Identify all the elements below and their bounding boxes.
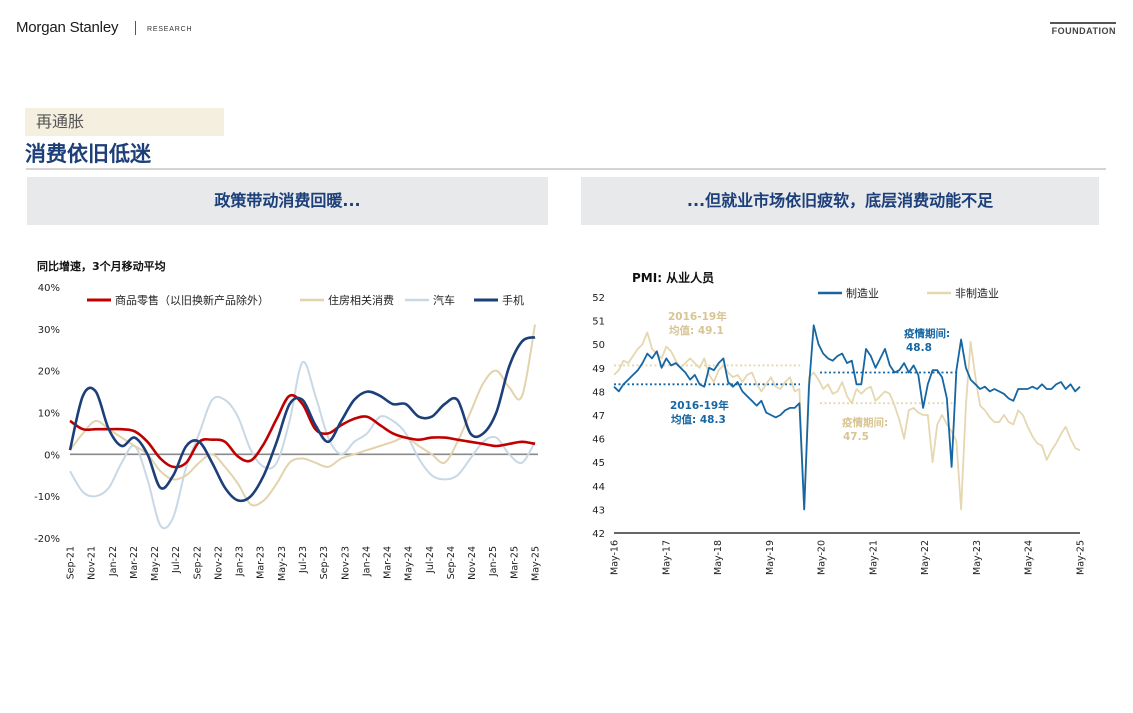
annotation-label: 疫情期间: bbox=[842, 416, 888, 429]
x-tick-label: Jan-22 bbox=[108, 546, 119, 577]
y-tick-label: 49 bbox=[592, 364, 605, 375]
y-tick-label: 50 bbox=[592, 340, 605, 351]
legend-label: 制造业 bbox=[846, 286, 879, 300]
annotation-value: 47.5 bbox=[843, 431, 869, 443]
series-line-3 bbox=[69, 361, 536, 530]
y-tick-label: 10% bbox=[38, 409, 60, 420]
legend-label: 手机 bbox=[502, 293, 524, 307]
y-tick-label: 44 bbox=[592, 482, 605, 493]
x-tick-label: May-24 bbox=[1024, 540, 1035, 575]
annotation-label: 2016-19年 bbox=[670, 399, 729, 412]
x-tick-label: May-17 bbox=[661, 540, 672, 575]
series-line-1 bbox=[613, 324, 1081, 511]
x-tick-label: Nov-21 bbox=[87, 546, 98, 580]
y-tick-label: 51 bbox=[592, 317, 605, 328]
legend-label: 非制造业 bbox=[955, 286, 999, 300]
chart-title: 同比增速，3个月移动平均 bbox=[37, 259, 166, 273]
legend-label: 商品零售（以旧换新产品除外） bbox=[115, 293, 269, 307]
x-tick-label: May-20 bbox=[817, 540, 828, 575]
y-tick-label: 45 bbox=[592, 458, 605, 469]
y-tick-label: 46 bbox=[592, 435, 605, 446]
brand-divider bbox=[135, 21, 136, 35]
y-tick-label: 0% bbox=[44, 450, 60, 461]
y-tick-label: 20% bbox=[38, 367, 60, 378]
y-tick-label: -10% bbox=[34, 492, 60, 503]
x-tick-label: May-16 bbox=[610, 540, 621, 575]
x-tick-label: May-25 bbox=[531, 546, 542, 581]
research-label: RESEARCH bbox=[147, 26, 193, 33]
page-title: 消费依旧低迷 bbox=[25, 142, 151, 166]
title-divider bbox=[26, 168, 1106, 170]
x-tick-label: May-18 bbox=[713, 540, 724, 575]
y-tick-label: 48 bbox=[592, 387, 605, 398]
x-tick-label: Nov-24 bbox=[467, 546, 478, 580]
y-tick-label: 52 bbox=[592, 293, 605, 304]
x-tick-label: May-25 bbox=[1076, 540, 1087, 575]
x-tick-label: Jan-23 bbox=[235, 546, 246, 577]
x-tick-label: May-19 bbox=[765, 540, 776, 575]
right-panel-banner: ...但就业市场依旧疲软，底层消费动能不足 bbox=[581, 177, 1099, 225]
y-tick-label: 40% bbox=[38, 283, 60, 294]
series-line-1 bbox=[69, 393, 536, 469]
x-tick-label: May-21 bbox=[868, 540, 879, 575]
annotation-label: 2016-19年 bbox=[668, 310, 727, 323]
annotation-value: 均值: 48.3 bbox=[671, 413, 726, 426]
foundation-label: FOUNDATION bbox=[1050, 22, 1116, 36]
x-tick-label: Mar-25 bbox=[509, 546, 520, 579]
annotation-value: 均值: 49.1 bbox=[669, 324, 724, 337]
annotation-label: 疫情期间: bbox=[904, 327, 950, 340]
x-tick-label: May-23 bbox=[972, 540, 983, 575]
y-tick-label: -20% bbox=[34, 534, 60, 545]
x-tick-label: Sep-23 bbox=[319, 546, 330, 579]
x-tick-label: Sep-21 bbox=[66, 546, 77, 579]
x-tick-label: Sep-22 bbox=[192, 546, 203, 579]
brand-logo: Morgan Stanley bbox=[16, 19, 119, 36]
series-line-2 bbox=[613, 331, 1081, 511]
x-tick-label: Jul-23 bbox=[298, 546, 309, 574]
x-tick-label: May-24 bbox=[404, 546, 415, 581]
annotation-value: 48.8 bbox=[906, 342, 932, 354]
chart-title: PMI: 从业人员 bbox=[632, 270, 714, 285]
x-tick-label: Jul-22 bbox=[171, 546, 182, 574]
x-tick-label: May-22 bbox=[920, 540, 931, 575]
left-panel-banner: 政策带动消费回暖... bbox=[27, 177, 548, 225]
x-tick-label: Jan-24 bbox=[361, 546, 372, 577]
x-tick-label: Jul-24 bbox=[425, 546, 436, 574]
x-tick-label: May-22 bbox=[150, 546, 161, 581]
series-line-4 bbox=[68, 335, 536, 503]
x-tick-label: Mar-24 bbox=[383, 546, 394, 579]
legend-label: 汽车 bbox=[433, 293, 455, 307]
x-tick-label: May-23 bbox=[277, 546, 288, 581]
x-tick-label: Mar-22 bbox=[129, 546, 140, 579]
x-tick-label: Sep-24 bbox=[446, 546, 457, 579]
x-tick-label: Mar-23 bbox=[256, 546, 267, 579]
y-tick-label: 43 bbox=[592, 505, 605, 516]
x-tick-label: Nov-22 bbox=[214, 546, 225, 580]
y-tick-label: 30% bbox=[38, 325, 60, 336]
y-tick-label: 42 bbox=[592, 529, 605, 540]
y-tick-label: 47 bbox=[592, 411, 605, 422]
x-tick-label: Nov-23 bbox=[340, 546, 351, 580]
x-tick-label: Jan-25 bbox=[488, 546, 499, 577]
section-kicker: 再通胀 bbox=[25, 108, 224, 136]
legend-label: 住房相关消费 bbox=[328, 293, 394, 307]
